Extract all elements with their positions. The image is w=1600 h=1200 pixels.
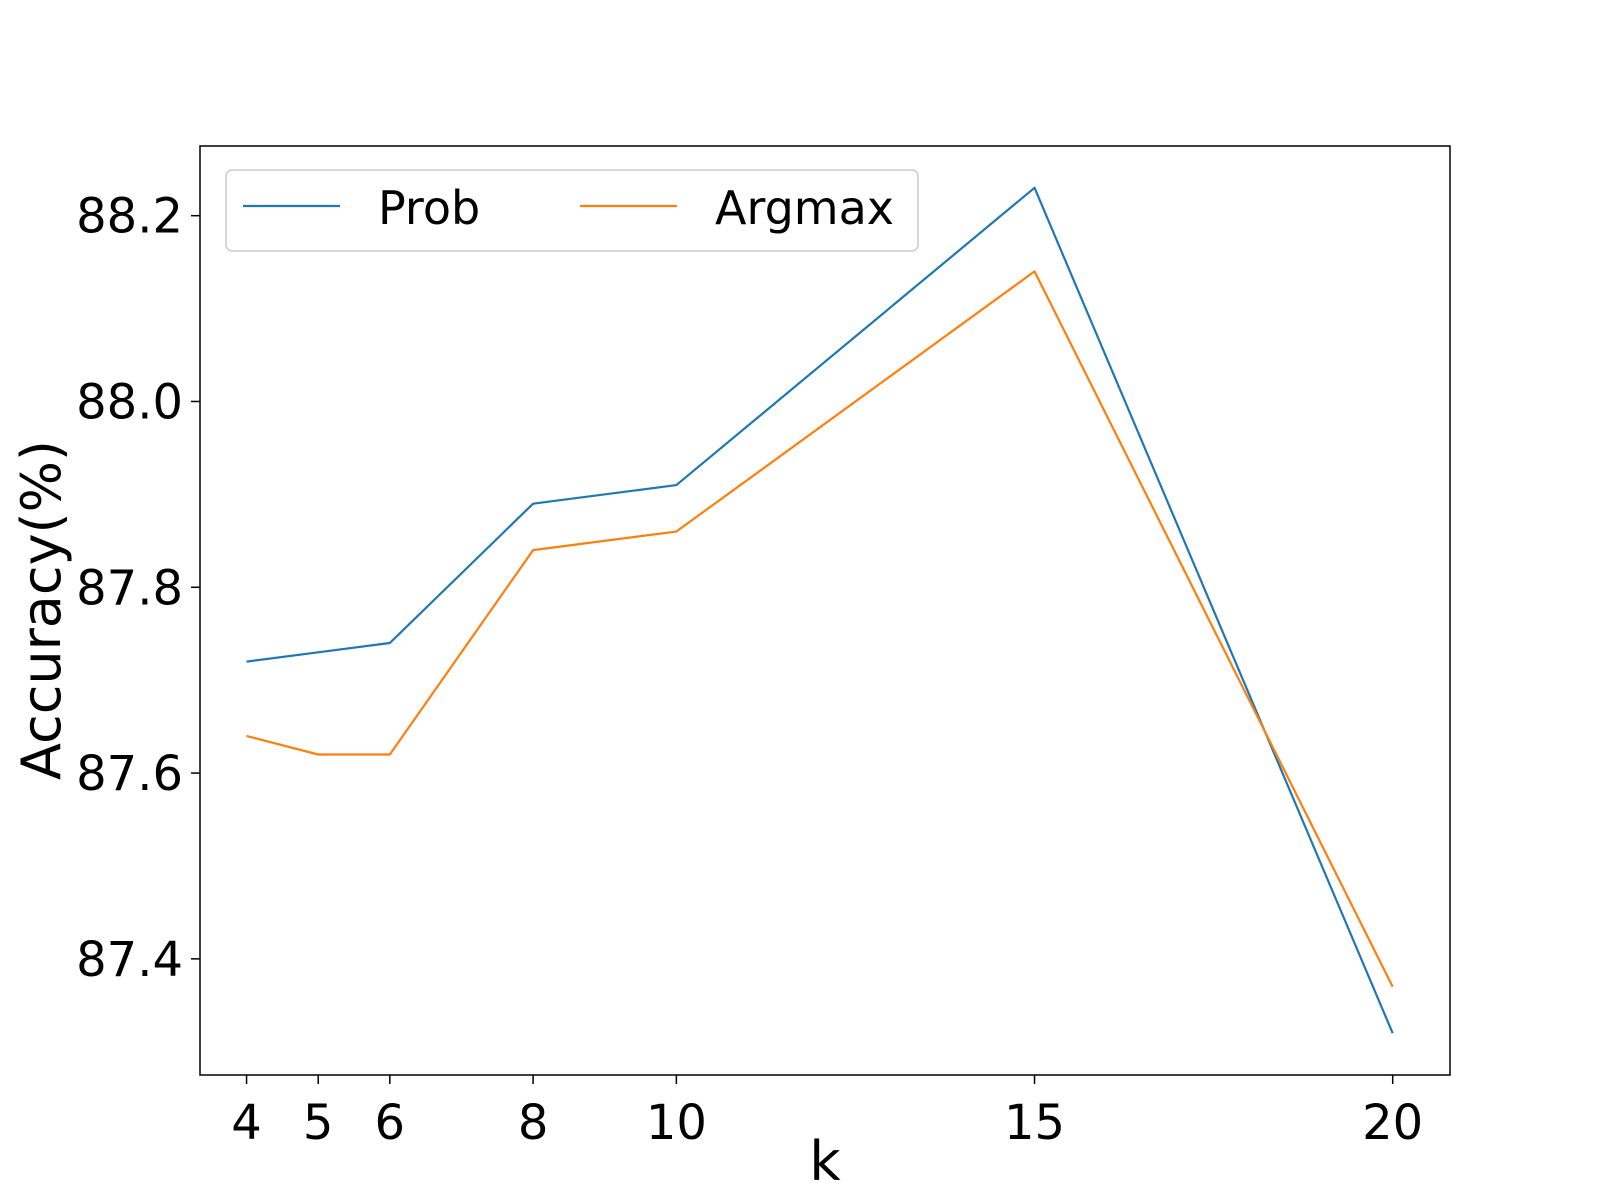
- y-tick-label: 87.8: [76, 560, 183, 616]
- legend-label-argmax: Argmax: [715, 181, 894, 235]
- x-tick-label: 10: [646, 1095, 707, 1151]
- series-layer: [246, 186, 1394, 1034]
- y-tick-label: 87.4: [76, 932, 183, 988]
- y-tick-label: 88.0: [76, 374, 183, 430]
- legend-box: [225, 169, 919, 252]
- y-axis-ticks: 87.4 87.6 87.8 88.0 88.2: [76, 189, 200, 988]
- y-tick-label: 88.2: [76, 189, 183, 245]
- legend-label-prob: Prob: [378, 181, 480, 235]
- legend: Prob Argmax: [225, 169, 919, 252]
- x-tick-label: 4: [231, 1095, 262, 1151]
- y-tick-label: 87.6: [76, 746, 183, 802]
- y-axis-title: Accuracy(%): [10, 440, 73, 780]
- plot-frame: [199, 145, 1451, 1076]
- x-tick-label: 15: [1004, 1095, 1065, 1151]
- x-tick-label: 6: [375, 1095, 406, 1151]
- series-line-prob: [246, 186, 1394, 1034]
- series-line-argmax: [246, 270, 1394, 988]
- x-axis-title: k: [809, 1130, 841, 1193]
- x-tick-label: 20: [1362, 1095, 1423, 1151]
- x-tick-label: 8: [518, 1095, 549, 1151]
- x-axis-ticks: 4 5 6 8 10 15 20: [231, 1075, 1423, 1151]
- x-tick-label: 5: [303, 1095, 334, 1151]
